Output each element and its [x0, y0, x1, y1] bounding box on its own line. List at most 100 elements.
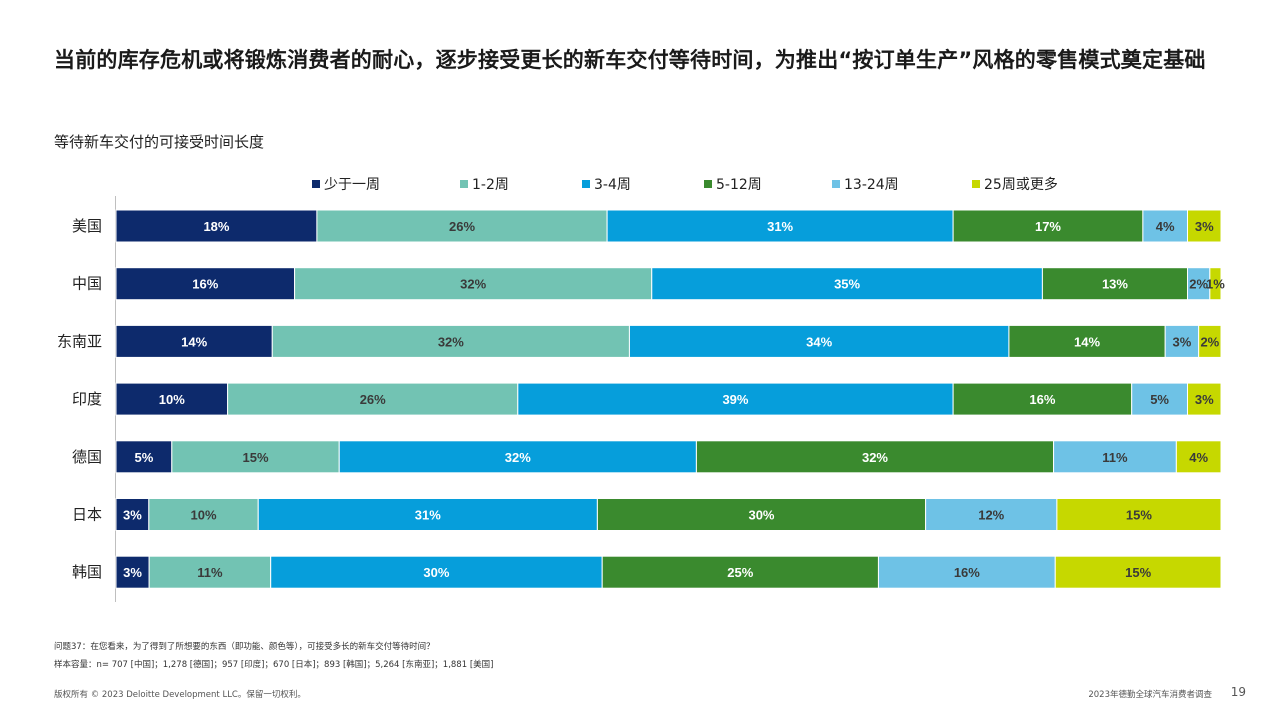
data-label: 5% [135, 450, 154, 465]
bar-segment [695, 440, 1055, 474]
data-label: 18% [203, 219, 229, 234]
bar-segment [115, 555, 150, 589]
bar-segment [925, 498, 1058, 531]
legend-item: 1-2周 [460, 174, 509, 194]
report-name: 2023年德勤全球汽车消费者调查 [1088, 690, 1212, 700]
bar-segment [338, 440, 697, 474]
data-label: 10% [159, 392, 185, 407]
footnote-sample-size: 样本容量：n= 707 [中国]；1,278 [德国]；957 [印度]；670… [54, 660, 494, 670]
data-label: 3% [1173, 334, 1192, 349]
legend-label: 25周或更多 [984, 177, 1058, 193]
category-label: 德国 [72, 448, 102, 466]
legend-item: 少于一周 [312, 174, 380, 194]
bar-segment [115, 324, 273, 358]
legend-label: 1-2周 [472, 177, 509, 193]
bar-segment [115, 440, 173, 474]
bar-segment [271, 324, 630, 358]
chart-legend: 少于一周 1-2周 3-4周 5-12周 13-24周 25周或更多 [312, 174, 1212, 194]
page-number: 19 [1230, 685, 1246, 699]
category-label: 中国 [72, 275, 102, 293]
chart-subtitle: 等待新车交付的可接受时间长度 [54, 133, 265, 151]
bar-segment [952, 209, 1144, 243]
bar-segment [115, 209, 318, 243]
bar-segment [1187, 382, 1222, 416]
legend-item: 25周或更多 [972, 174, 1058, 194]
bar-segment [1164, 324, 1200, 358]
data-label: 32% [438, 334, 464, 349]
data-label: 32% [862, 450, 888, 465]
data-label: 26% [449, 219, 475, 234]
bar-segment [628, 324, 1010, 358]
bar-segment [651, 267, 1043, 301]
legend-swatch [832, 180, 840, 188]
data-label: 34% [806, 334, 832, 349]
data-label: 15% [1126, 508, 1152, 523]
bar-segment [148, 498, 259, 531]
bar-segment [606, 209, 954, 243]
data-label: 17% [1035, 219, 1061, 234]
bar-segment [316, 209, 608, 243]
data-label: 15% [1125, 565, 1151, 580]
data-label: 30% [748, 508, 774, 523]
copyright-notice: 版权所有 © 2023 Deloitte Development LLC。保留一… [54, 690, 306, 700]
data-label: 35% [834, 277, 860, 292]
bar-segment [294, 267, 653, 301]
legend-label: 3-4周 [594, 177, 631, 193]
data-label: 15% [243, 450, 269, 465]
legend-swatch [704, 180, 712, 188]
data-label: 4% [1189, 450, 1208, 465]
data-label: 16% [954, 565, 980, 580]
bar-segment [1198, 324, 1222, 358]
legend-item: 13-24周 [832, 174, 899, 194]
data-label: 4% [1156, 219, 1175, 234]
data-label: 1% [1206, 277, 1225, 292]
data-label: 32% [460, 277, 486, 292]
legend-label: 13-24周 [844, 177, 899, 193]
data-label: 39% [722, 392, 748, 407]
data-label: 13% [1102, 277, 1128, 292]
bar-segment [1209, 267, 1222, 301]
data-label: 25% [727, 565, 753, 580]
data-label: 3% [123, 565, 142, 580]
category-label: 印度 [72, 390, 102, 408]
data-label: 11% [197, 565, 223, 580]
bar-segment [1008, 324, 1166, 358]
data-label: 16% [192, 277, 218, 292]
legend-item: 3-4周 [582, 174, 631, 194]
bar-segment [1142, 209, 1189, 243]
legend-label: 5-12周 [716, 177, 762, 193]
data-label: 3% [1195, 219, 1214, 234]
bar-segment [517, 382, 954, 416]
bar-segment [596, 498, 927, 531]
bar-segment [1187, 209, 1222, 243]
bar-segment [1175, 440, 1222, 474]
legend-swatch [460, 180, 468, 188]
data-label: 26% [360, 392, 386, 407]
data-label: 10% [191, 508, 217, 523]
legend-item: 5-12周 [704, 174, 762, 194]
bar-segment [227, 382, 519, 416]
category-label: 东南亚 [57, 332, 102, 350]
data-label: 30% [423, 565, 449, 580]
bar-segment [1053, 440, 1177, 474]
bar-segment [1054, 555, 1222, 589]
bar-segment [1056, 498, 1222, 531]
data-label: 14% [181, 334, 207, 349]
bar-segment [115, 267, 296, 301]
data-label: 3% [1195, 392, 1214, 407]
data-label: 16% [1029, 392, 1055, 407]
bar-segment [257, 498, 598, 531]
bar-segment [171, 440, 340, 474]
legend-swatch [972, 180, 980, 188]
legend-swatch [582, 180, 590, 188]
data-label: 32% [505, 450, 531, 465]
data-label: 2% [1189, 277, 1208, 292]
data-label: 11% [1102, 450, 1128, 465]
data-label: 5% [1150, 392, 1169, 407]
category-label: 韩国 [72, 563, 102, 581]
bar-segment [1131, 382, 1189, 416]
data-label: 2% [1200, 334, 1219, 349]
